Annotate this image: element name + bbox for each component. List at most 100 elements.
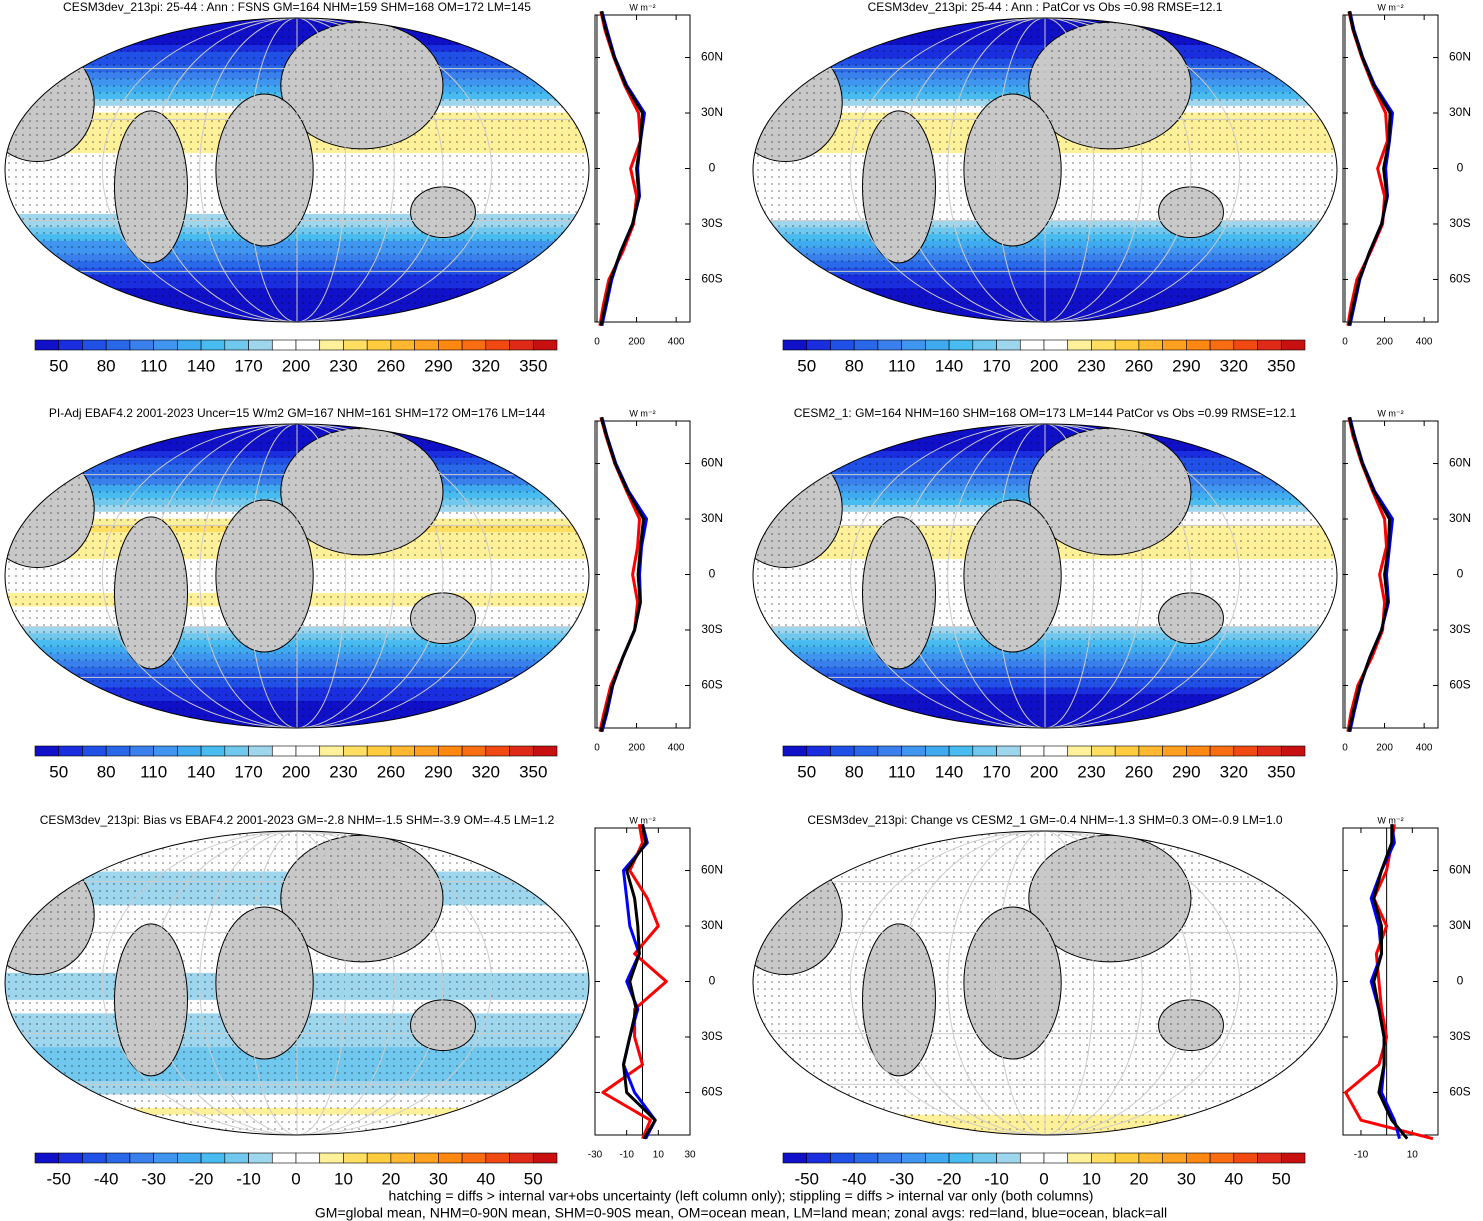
colorbar-box xyxy=(1067,339,1092,351)
x-tick-label: 200 xyxy=(628,337,645,348)
colorbar-box xyxy=(853,745,879,757)
colorbar-box xyxy=(58,745,83,757)
colorbar-box xyxy=(782,1152,808,1164)
colorbar-box xyxy=(129,745,154,757)
colorbar-label: -40 xyxy=(842,1169,867,1188)
colorbar-box xyxy=(366,1152,392,1164)
zonal-frame xyxy=(1342,827,1439,1136)
zonal-units: W m⁻² xyxy=(629,2,655,12)
colorbar-label: 320 xyxy=(472,762,500,781)
map-meridian xyxy=(947,424,1143,728)
colorbar-label: 80 xyxy=(845,356,864,375)
colorbar-label: 80 xyxy=(97,762,116,781)
colorbar-box xyxy=(271,745,297,757)
colorbar-box xyxy=(200,745,226,757)
colorbar-box xyxy=(366,745,392,757)
colorbar-label: -30 xyxy=(889,1169,914,1188)
colorbar-box xyxy=(1209,1152,1235,1164)
colorbar-box xyxy=(200,1152,226,1164)
x-tick-label: 200 xyxy=(1376,337,1393,348)
colorbar-box xyxy=(972,1152,997,1164)
zonal-line xyxy=(599,10,644,327)
y-tick-label: 60S xyxy=(701,272,722,286)
colorbar-label: 230 xyxy=(1077,762,1105,781)
colorbar-box xyxy=(1138,745,1163,757)
colorbar-box xyxy=(224,745,249,757)
map-border xyxy=(4,17,590,323)
colorbar-label: 290 xyxy=(1172,356,1200,375)
colorbar-label: 260 xyxy=(1125,356,1153,375)
colorbar-box xyxy=(177,1152,202,1164)
map-meridian xyxy=(898,831,1192,1135)
colorbar-box xyxy=(1091,339,1116,351)
colorbar-label: 140 xyxy=(187,356,215,375)
y-tick-label: 30N xyxy=(701,511,723,525)
colorbar-label: 80 xyxy=(845,762,864,781)
colorbar-box xyxy=(948,339,974,351)
y-tick-label: 60N xyxy=(1449,863,1471,877)
colorbar-box xyxy=(34,745,60,757)
map xyxy=(5,831,589,1135)
map-meridian xyxy=(947,831,1143,1135)
note: hatching = diffs > internal var+obs unce… xyxy=(389,1188,1094,1204)
colorbar-label: 50 xyxy=(797,762,816,781)
colorbar-box xyxy=(1186,1152,1211,1164)
y-tick-label: 0 xyxy=(1457,161,1464,175)
zonal-line xyxy=(1347,416,1391,733)
zonal-frame xyxy=(594,420,691,729)
colorbar-box xyxy=(1209,339,1235,351)
y-tick-label: 30N xyxy=(1449,105,1471,119)
colorbar-box xyxy=(1162,745,1187,757)
colorbar-label: -20 xyxy=(189,1169,214,1188)
colorbar-box xyxy=(82,1152,107,1164)
colorbar-box xyxy=(853,1152,879,1164)
colorbar-label: 30 xyxy=(1177,1169,1196,1188)
colorbar-label: -10 xyxy=(236,1169,261,1188)
colorbar-box xyxy=(996,745,1021,757)
map-meridian xyxy=(247,831,347,1135)
map-meridian xyxy=(101,831,493,1135)
y-tick-label: 60S xyxy=(701,678,722,692)
colorbar-label: 170 xyxy=(982,356,1010,375)
x-tick-label: 0 xyxy=(594,743,600,754)
colorbar-box xyxy=(1280,339,1306,351)
colorbar-label: 260 xyxy=(377,356,405,375)
panel-title: CESM3dev_213pi: Change vs CESM2_1 GM=-0.… xyxy=(807,813,1283,827)
colorbar-label: 170 xyxy=(234,762,262,781)
colorbar-label: 20 xyxy=(381,1169,400,1188)
y-tick-label: 30N xyxy=(701,105,723,119)
colorbar-box xyxy=(1233,1152,1258,1164)
colorbar-box xyxy=(901,339,926,351)
colorbar-box xyxy=(1114,745,1140,757)
colorbar-box xyxy=(58,339,83,351)
colorbar-box xyxy=(177,745,202,757)
colorbar-box xyxy=(248,339,273,351)
colorbar-box xyxy=(129,1152,154,1164)
x-tick-label: 10 xyxy=(653,1150,665,1161)
colorbar-box xyxy=(782,339,808,351)
colorbar-box xyxy=(1114,339,1140,351)
y-tick-label: 30S xyxy=(1449,622,1470,636)
colorbar-box xyxy=(1138,339,1163,351)
colorbar-label: 260 xyxy=(1125,762,1153,781)
colorbar-box xyxy=(319,745,344,757)
colorbar-box xyxy=(925,339,950,351)
colorbar-box xyxy=(1280,745,1306,757)
zonal-line xyxy=(1372,824,1409,1140)
x-tick-label: 400 xyxy=(668,743,685,754)
map-meridian xyxy=(849,18,1241,322)
colorbar-box xyxy=(105,745,131,757)
colorbar-label: 170 xyxy=(982,762,1010,781)
colorbar-label: 140 xyxy=(935,762,963,781)
colorbar-box xyxy=(177,339,202,351)
colorbar-box xyxy=(461,745,487,757)
colorbar-label: 200 xyxy=(1030,356,1058,375)
x-tick-label: 10 xyxy=(1407,1150,1419,1161)
colorbar-box xyxy=(319,339,344,351)
map-meridian xyxy=(150,831,444,1135)
colorbar-label: -50 xyxy=(46,1169,71,1188)
zonal-line xyxy=(1344,824,1434,1141)
colorbar-label: -50 xyxy=(794,1169,819,1188)
colorbar-box xyxy=(806,745,831,757)
